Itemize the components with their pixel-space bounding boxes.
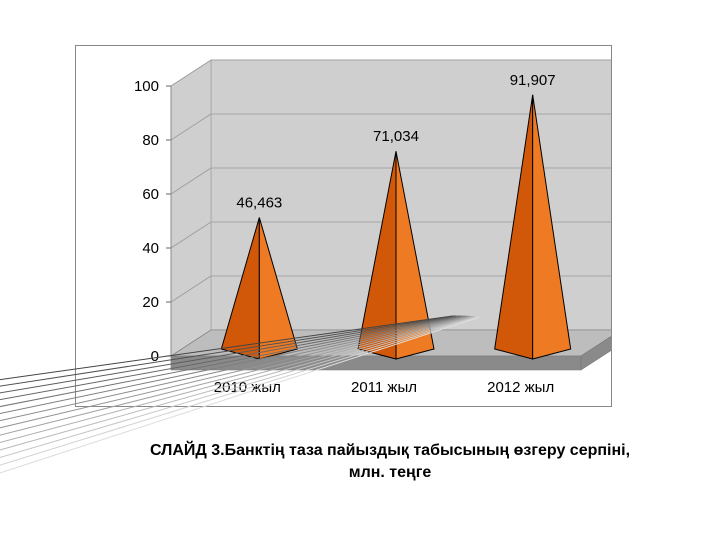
chart-container: 0 20 40 60 80 100 46,463 2010 жыл 71,034 2011 жыл… <box>75 45 612 407</box>
svg-text:2011 жыл: 2011 жыл <box>351 379 417 396</box>
svg-text:2012 жыл: 2012 жыл <box>487 379 554 396</box>
svg-text:0: 0 <box>151 348 159 365</box>
svg-text:60: 60 <box>142 186 159 203</box>
slide: 0 20 40 60 80 100 46,463 2010 жыл 71,034 2011 жыл… <box>0 0 720 540</box>
chart-svg: 0 20 40 60 80 100 46,463 2010 жыл 71,034 2011 жыл… <box>76 46 611 406</box>
svg-text:80: 80 <box>142 132 159 149</box>
svg-text:100: 100 <box>134 78 159 95</box>
svg-text:20: 20 <box>142 294 159 311</box>
svg-text:46,463: 46,463 <box>236 195 282 212</box>
svg-text:2010 жыл: 2010 жыл <box>214 379 281 396</box>
chart-caption: СЛАЙД 3.Банктің таза пайыздық табысының … <box>130 440 650 483</box>
svg-text:91,907: 91,907 <box>510 72 556 89</box>
svg-text:71,034: 71,034 <box>373 128 419 145</box>
svg-text:40: 40 <box>142 240 159 257</box>
